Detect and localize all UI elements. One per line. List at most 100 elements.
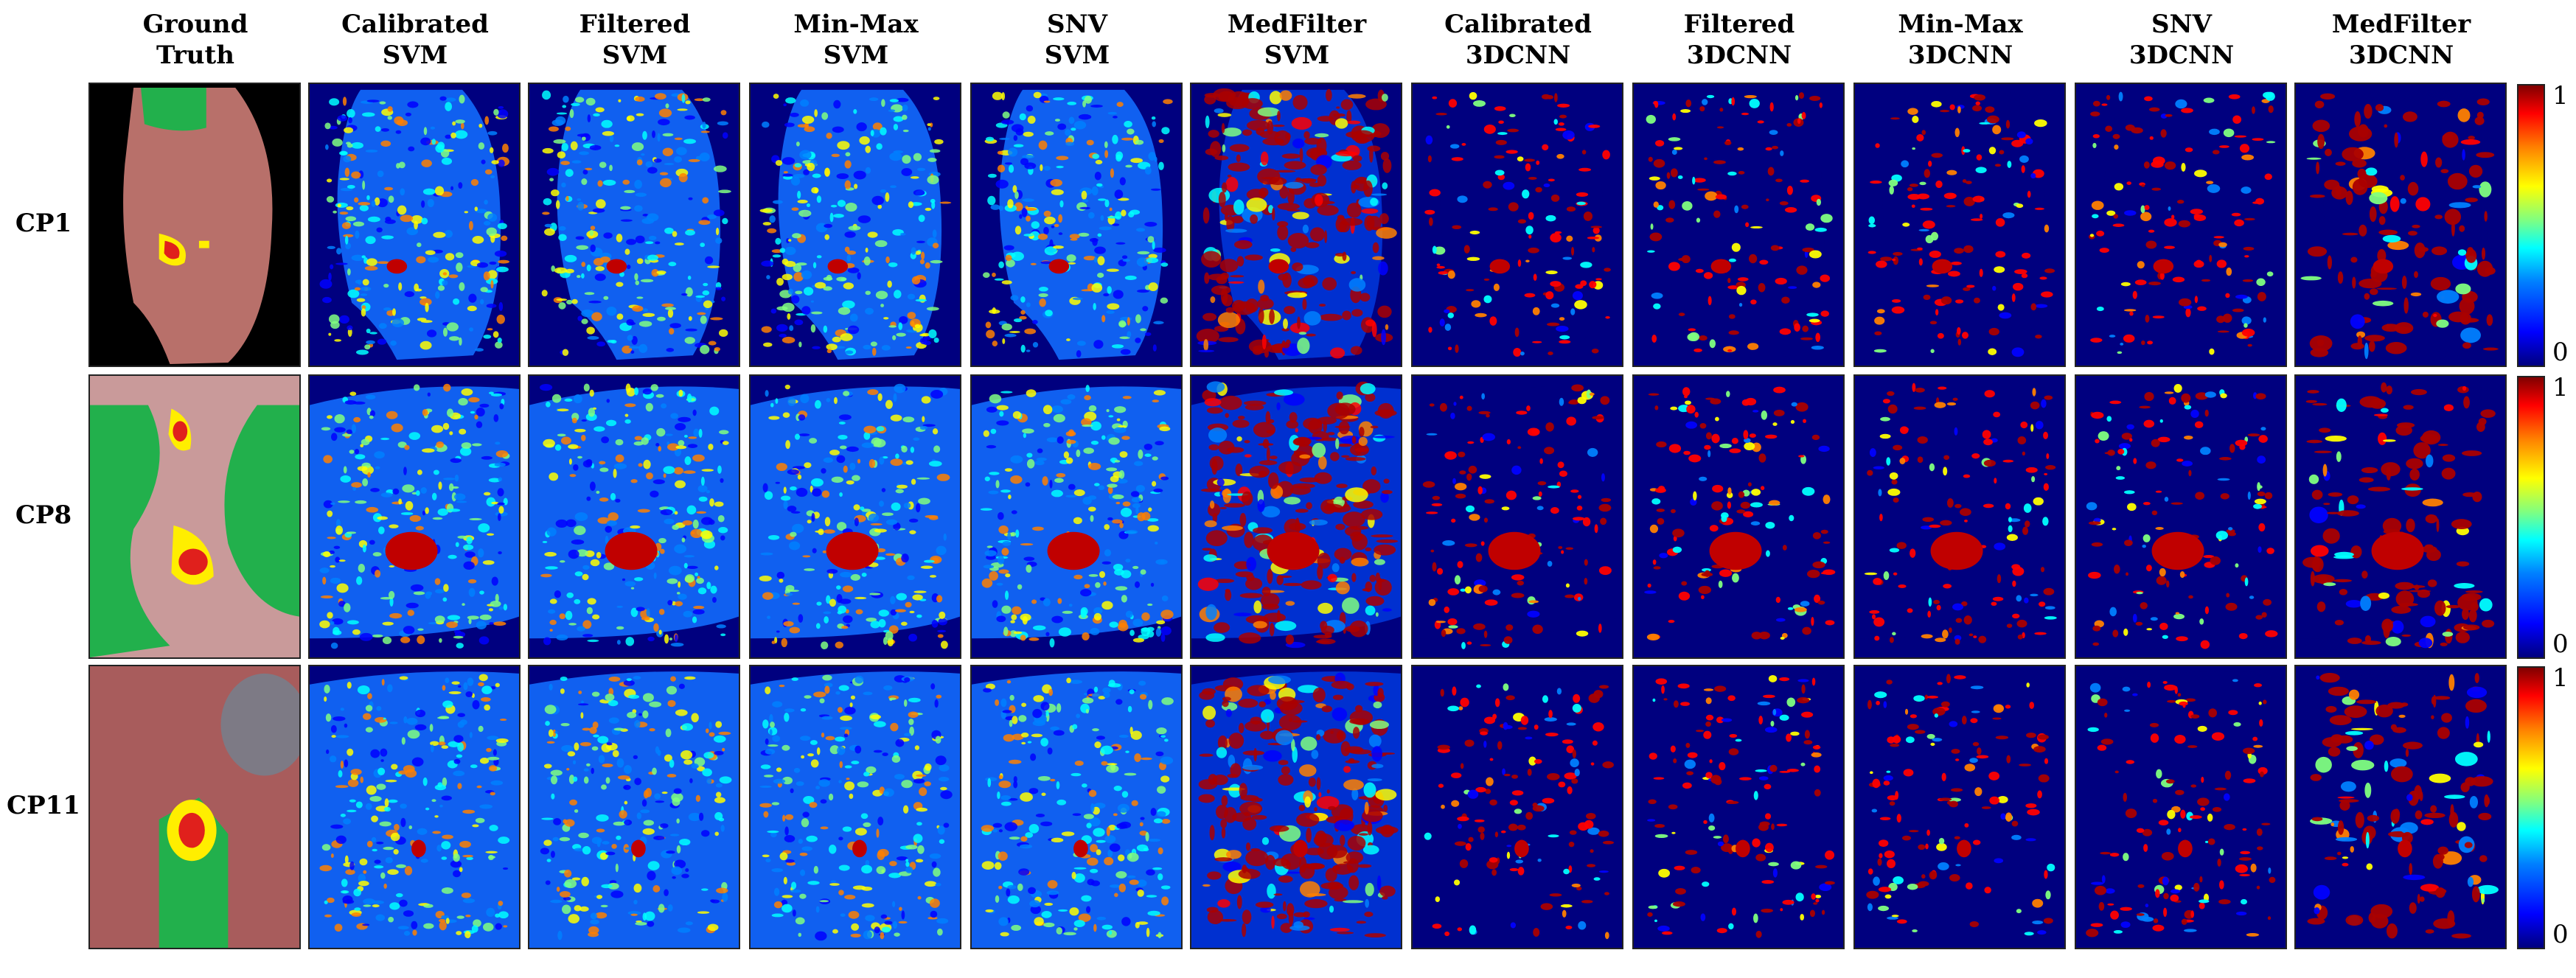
- probability-speckle: [1298, 277, 1315, 289]
- probability-speckle: [484, 116, 490, 125]
- probability-speckle: [684, 676, 696, 680]
- probability-speckle: [461, 893, 472, 898]
- probability-speckle: [762, 854, 770, 858]
- probability-speckle: [2226, 593, 2230, 598]
- probability-speckle: [2139, 405, 2151, 409]
- probability-speckle: [1727, 349, 1733, 352]
- probability-speckle: [573, 464, 579, 471]
- probability-speckle: [831, 153, 840, 158]
- probability-speckle: [2193, 260, 2204, 268]
- probability-speckle: [1775, 596, 1780, 604]
- probability-speckle: [1003, 626, 1009, 637]
- probability-speckle: [319, 620, 330, 629]
- probability-speckle: [476, 621, 487, 629]
- probability-speckle: [2022, 451, 2026, 456]
- probability-speckle: [601, 884, 613, 889]
- probability-speckle: [487, 736, 499, 741]
- probability-speckle: [428, 256, 439, 263]
- probability-speckle: [784, 708, 795, 713]
- probability-speckle: [839, 492, 843, 497]
- probability-speckle: [694, 98, 705, 102]
- probability-speckle: [787, 506, 797, 512]
- probability-speckle: [1743, 430, 1749, 440]
- probability-speckle: [2442, 454, 2456, 462]
- probability-speckle: [785, 584, 795, 592]
- probability-speckle: [2327, 255, 2333, 270]
- probability-speckle: [442, 272, 448, 276]
- probability-speckle: [582, 565, 590, 570]
- probability-speckle: [2165, 113, 2173, 117]
- probability-speckle: [1591, 348, 1599, 354]
- probability-speckle: [1059, 200, 1064, 208]
- probability-speckle: [1483, 278, 1490, 282]
- probability-speckle: [1922, 517, 1934, 523]
- probability-speckle: [940, 786, 947, 791]
- probability-speckle: [571, 298, 578, 304]
- probability-speckle: [557, 151, 566, 159]
- probability-speckle: [1082, 497, 1092, 505]
- ground-truth-panel: [88, 83, 301, 367]
- probability-speckle: [345, 869, 355, 876]
- probability-speckle: [642, 130, 647, 140]
- probability-speckle: [362, 923, 370, 926]
- probability-speckle: [574, 905, 582, 912]
- probability-speckle: [895, 609, 907, 612]
- probability-speckle: [1565, 547, 1574, 551]
- probability-speckle: [2164, 245, 2176, 249]
- probability-speckle: [1672, 528, 1685, 538]
- probability-speckle: [456, 931, 462, 935]
- probability-speckle: [351, 482, 362, 488]
- probability-speckle: [2408, 231, 2417, 236]
- probability-speckle: [925, 763, 932, 771]
- probability-speckle: [2242, 279, 2254, 282]
- probability-speckle: [1791, 402, 1797, 407]
- probability-speckle: [784, 260, 796, 268]
- probability-speckle: [2229, 444, 2235, 453]
- probability-speckle: [830, 880, 837, 883]
- probability-speckle: [580, 712, 584, 719]
- probability-speckle: [770, 308, 777, 314]
- probability-speckle: [439, 638, 442, 643]
- probability-speckle: [2006, 624, 2013, 629]
- probability-speckle: [602, 764, 613, 768]
- probability-speckle: [423, 127, 428, 136]
- probability-speckle: [634, 273, 638, 281]
- probability-speckle: [2225, 602, 2238, 611]
- probability-speckle: [937, 634, 944, 638]
- probability-speckle: [1769, 130, 1778, 135]
- probability-speckle: [1653, 303, 1661, 310]
- probability-speckle: [1954, 638, 1960, 645]
- probability-speckle: [1227, 447, 1245, 453]
- probability-speckle: [375, 126, 381, 132]
- probability-speckle: [1899, 458, 1906, 464]
- probability-speckle: [2462, 608, 2469, 621]
- probability-speckle: [1809, 96, 1821, 101]
- probability-speckle: [1367, 145, 1381, 152]
- probability-speckle: [943, 533, 947, 541]
- ground-truth-image: [90, 376, 299, 657]
- probability-speckle: [1562, 130, 1575, 140]
- probability-speckle: [814, 188, 818, 194]
- probability-speckle: [890, 458, 903, 467]
- probability-speckle: [430, 126, 436, 130]
- probability-speckle: [877, 393, 883, 402]
- probability-speckle: [579, 741, 591, 747]
- probability-speckle: [1524, 293, 1536, 298]
- probability-speckle: [564, 254, 577, 262]
- probability-speckle: [665, 433, 673, 436]
- probability-speckle: [784, 384, 790, 390]
- probability-speckle: [347, 779, 359, 787]
- probability-speckle: [1649, 176, 1660, 181]
- probability-speckle: [391, 764, 398, 770]
- probability-speckle: [633, 441, 644, 446]
- probability-speckle: [425, 250, 436, 255]
- probability-speckle: [1114, 460, 1121, 463]
- probability-speckle: [1374, 579, 1392, 596]
- probability-speckle: [1260, 593, 1280, 608]
- probability-speckle: [374, 451, 385, 459]
- probability-speckle: [721, 296, 726, 301]
- probability-speckle: [1274, 389, 1294, 396]
- probability-speckle: [691, 531, 695, 534]
- probability-speckle: [1820, 214, 1833, 223]
- classification-map-panel: [1632, 374, 1845, 659]
